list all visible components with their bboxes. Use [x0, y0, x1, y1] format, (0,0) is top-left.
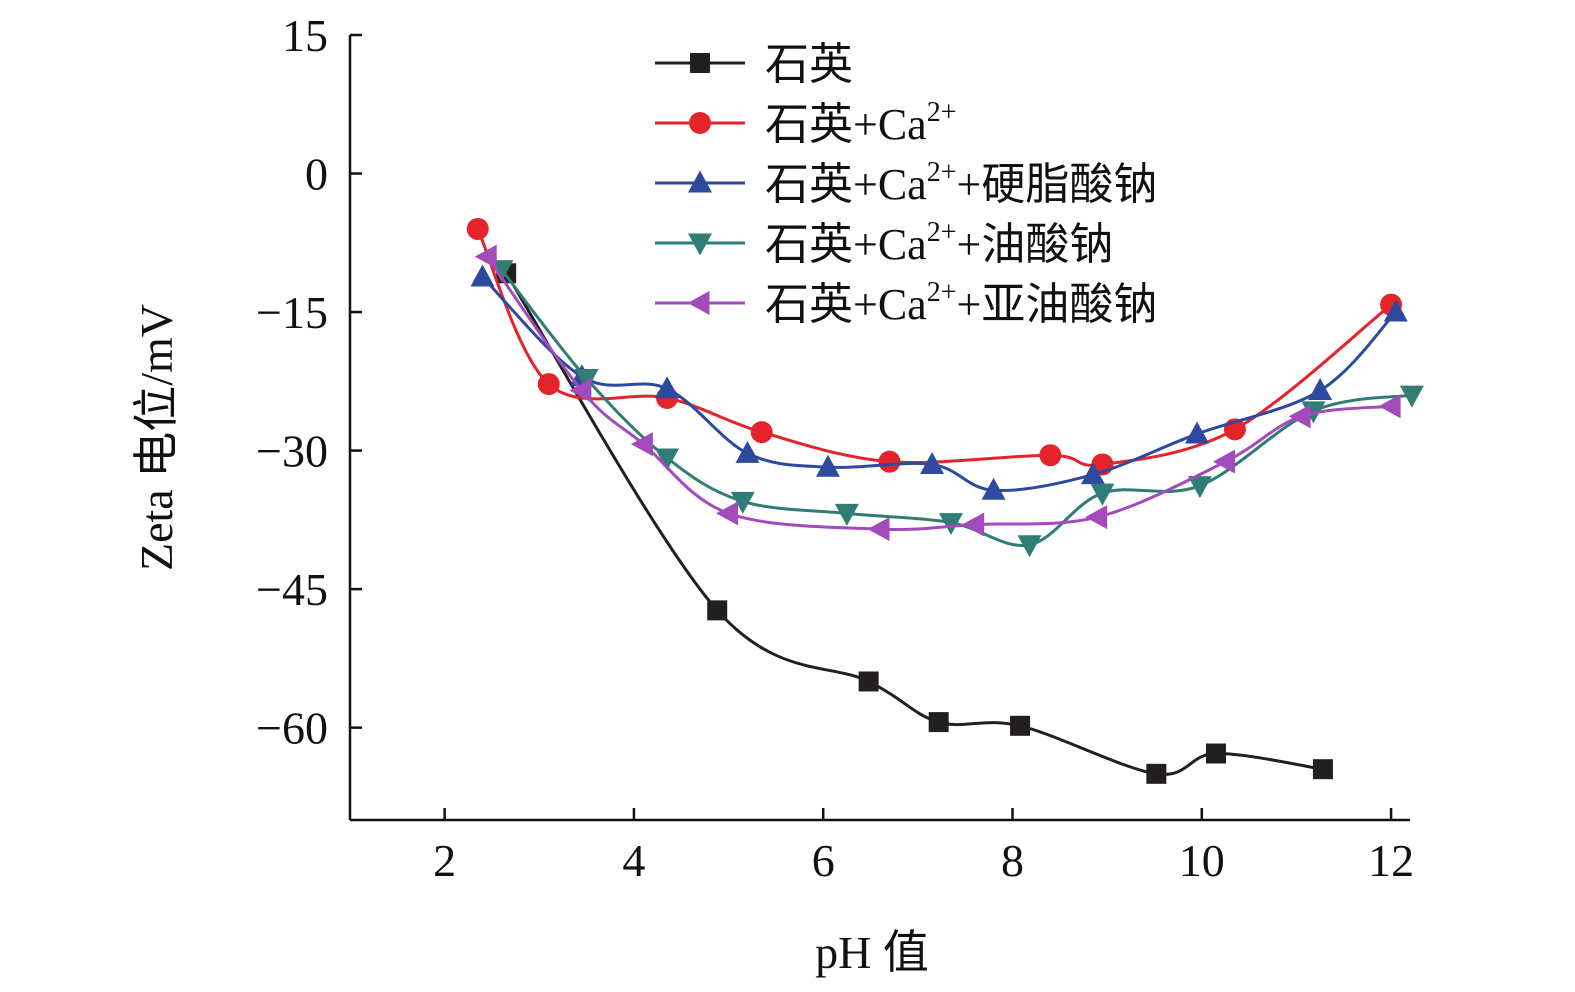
y-tick-label: −15 — [256, 287, 328, 338]
data-point — [938, 513, 963, 536]
series-1 — [496, 263, 1333, 784]
data-point — [1288, 404, 1311, 429]
series-layer — [466, 217, 1424, 784]
data-point — [655, 448, 680, 471]
data-point — [1146, 763, 1167, 784]
axes — [348, 35, 1410, 822]
y-tick-label: −60 — [256, 703, 328, 754]
data-point — [981, 477, 1006, 500]
data-point — [1039, 444, 1062, 467]
data-point — [878, 450, 901, 473]
data-point — [1080, 462, 1105, 485]
legend-label: 石英+Ca2++油酸钠 — [765, 217, 1113, 269]
series-line — [486, 255, 1392, 532]
data-point — [470, 264, 495, 287]
legend-item: 石英+Ca2++硬脂酸钠 — [655, 157, 1157, 209]
data-point — [716, 501, 739, 526]
x-tick-label: 10 — [1179, 835, 1225, 886]
legend-item: 石英 — [655, 40, 853, 89]
data-point — [474, 244, 497, 269]
data-point — [858, 671, 879, 692]
x-tick-label: 6 — [812, 835, 835, 886]
data-point — [735, 440, 760, 463]
y-tick-label: −30 — [256, 426, 328, 477]
legend-marker — [689, 112, 711, 134]
legend-item: 石英+Ca2++亚油酸钠 — [655, 277, 1157, 329]
data-point — [1185, 421, 1210, 444]
data-point — [1010, 715, 1031, 736]
legend-item: 石英+Ca2++油酸钠 — [655, 217, 1113, 269]
series-line — [476, 228, 1393, 467]
data-point — [867, 517, 890, 542]
y-tick-label: 15 — [282, 10, 328, 61]
series-5 — [474, 244, 1401, 542]
data-point — [834, 503, 859, 526]
series-line — [504, 272, 1324, 776]
data-point — [707, 600, 728, 621]
series-line — [481, 275, 1397, 493]
legend-label: 石英+Ca2+ — [765, 97, 957, 149]
data-point — [1378, 394, 1401, 419]
data-point — [1312, 759, 1333, 780]
data-point — [630, 432, 653, 457]
legend-item: 石英+Ca2+ — [655, 97, 957, 149]
x-tick-label: 2 — [433, 835, 456, 886]
data-point — [750, 421, 773, 444]
y-tick-label: 0 — [305, 149, 328, 200]
data-point — [1085, 505, 1108, 530]
x-tick-label: 4 — [622, 835, 645, 886]
x-axis-label: pH 值 — [815, 927, 929, 978]
data-point — [1017, 535, 1042, 558]
legend-label: 石英+Ca2++硬脂酸钠 — [765, 157, 1157, 209]
data-point — [1212, 449, 1235, 474]
data-point — [1383, 299, 1408, 322]
legend-label: 石英+Ca2++亚油酸钠 — [765, 277, 1157, 329]
legend-marker — [688, 170, 712, 193]
data-point — [928, 712, 949, 733]
x-tick-label: 8 — [1001, 835, 1024, 886]
data-point — [1090, 483, 1115, 506]
data-point — [1205, 743, 1226, 764]
data-point — [1187, 476, 1212, 499]
data-point — [655, 376, 680, 399]
legend-label: 石英 — [765, 40, 853, 89]
data-point — [574, 369, 599, 392]
x-tick-label: 12 — [1368, 835, 1414, 886]
data-point — [569, 378, 592, 403]
series-3 — [470, 264, 1408, 500]
legend-marker — [690, 53, 710, 73]
data-point — [730, 491, 755, 514]
data-point — [815, 454, 840, 477]
data-point — [1399, 385, 1424, 408]
y-tick-label: −45 — [256, 564, 328, 615]
series-2 — [466, 217, 1403, 476]
data-point — [920, 451, 945, 474]
data-point — [1308, 378, 1333, 401]
ticks: 2 4 6 8 10 12 15 0 −15 −30 −45 −60 — [256, 10, 1414, 886]
legend-marker — [688, 233, 712, 256]
legend-marker — [687, 291, 710, 315]
data-point — [466, 217, 489, 240]
y-axis-label: Zeta 电位/mV — [131, 304, 182, 571]
series-4 — [489, 260, 1424, 558]
data-point — [537, 373, 560, 396]
data-point — [962, 512, 985, 537]
